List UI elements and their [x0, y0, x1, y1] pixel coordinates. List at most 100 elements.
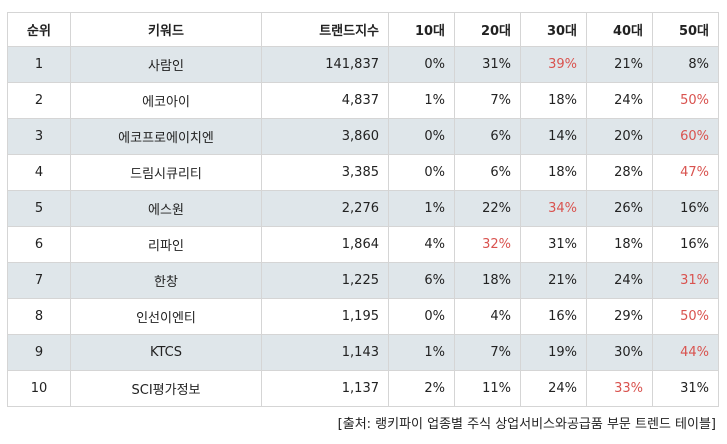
age-20s-cell: 22%	[454, 190, 521, 227]
age-20s-cell: 32%	[454, 226, 521, 263]
trend-index-cell: 1,143	[261, 334, 389, 371]
age-40s-cell: 20%	[586, 118, 653, 155]
keyword-cell: 드림시큐리티	[70, 154, 262, 191]
age-20s-cell: 6%	[454, 118, 521, 155]
rank-cell: 9	[7, 334, 71, 371]
keyword-cell: 에코프로에이치엔	[70, 118, 262, 155]
table-body: 1 사람인 141,837 0% 31% 39% 21% 8% 2 에코아이 4,837 1% 7% 18…	[7, 46, 719, 407]
table-row: 6 리파인 1,864 4% 32% 31% 18% 16%	[7, 226, 719, 263]
rank-cell: 3	[7, 118, 71, 155]
age-50s-cell: 16%	[652, 226, 719, 263]
trend-index-cell: 1,137	[261, 370, 389, 407]
col-header-10s: 10대	[388, 12, 455, 47]
age-20s-cell: 6%	[454, 154, 521, 191]
age-40s-cell: 26%	[586, 190, 653, 227]
age-20s-cell: 18%	[454, 262, 521, 299]
age-20s-cell: 7%	[454, 82, 521, 119]
rank-cell: 8	[7, 298, 71, 335]
age-30s-cell: 18%	[520, 82, 587, 119]
age-50s-cell: 31%	[652, 262, 719, 299]
age-40s-cell: 21%	[586, 46, 653, 83]
col-header-30s: 30대	[520, 12, 587, 47]
trend-index-cell: 2,276	[261, 190, 389, 227]
col-header-20s: 20대	[454, 12, 521, 47]
trend-index-cell: 4,837	[261, 82, 389, 119]
age-10s-cell: 6%	[388, 262, 455, 299]
col-header-trend-index: 트랜드지수	[261, 12, 389, 47]
table-row: 8 인선이엔티 1,195 0% 4% 16% 29% 50%	[7, 298, 719, 335]
age-10s-cell: 2%	[388, 370, 455, 407]
keyword-cell: 한창	[70, 262, 262, 299]
age-30s-cell: 21%	[520, 262, 587, 299]
age-20s-cell: 11%	[454, 370, 521, 407]
rank-cell: 1	[7, 46, 71, 83]
age-30s-cell: 24%	[520, 370, 587, 407]
rank-cell: 2	[7, 82, 71, 119]
age-30s-cell: 39%	[520, 46, 587, 83]
header-row: 순위 키워드 트랜드지수 10대 20대 30대 40대 50대	[7, 12, 719, 47]
age-30s-cell: 16%	[520, 298, 587, 335]
age-50s-cell: 60%	[652, 118, 719, 155]
keyword-cell: 사람인	[70, 46, 262, 83]
age-10s-cell: 0%	[388, 46, 455, 83]
col-header-rank: 순위	[7, 12, 71, 47]
age-20s-cell: 4%	[454, 298, 521, 335]
keyword-cell: KTCS	[70, 334, 262, 371]
rank-cell: 10	[7, 370, 71, 407]
age-50s-cell: 50%	[652, 82, 719, 119]
rank-cell: 7	[7, 262, 71, 299]
age-20s-cell: 7%	[454, 334, 521, 371]
age-30s-cell: 18%	[520, 154, 587, 191]
age-50s-cell: 47%	[652, 154, 719, 191]
age-40s-cell: 24%	[586, 82, 653, 119]
age-50s-cell: 8%	[652, 46, 719, 83]
table-row: 9 KTCS 1,143 1% 7% 19% 30% 44%	[7, 334, 719, 371]
keyword-cell: 인선이엔티	[70, 298, 262, 335]
table-row: 4 드림시큐리티 3,385 0% 6% 18% 28% 47%	[7, 154, 719, 191]
col-header-50s: 50대	[652, 12, 719, 47]
source-caption: [출처: 랭키파이 업종별 주식 상업서비스와공급품 부문 트렌드 테이블]	[337, 417, 716, 432]
table-row: 3 에코프로에이치엔 3,860 0% 6% 14% 20% 60%	[7, 118, 719, 155]
age-10s-cell: 0%	[388, 118, 455, 155]
rank-cell: 6	[7, 226, 71, 263]
age-10s-cell: 1%	[388, 190, 455, 227]
age-50s-cell: 50%	[652, 298, 719, 335]
age-10s-cell: 1%	[388, 334, 455, 371]
age-40s-cell: 30%	[586, 334, 653, 371]
trend-index-cell: 1,195	[261, 298, 389, 335]
age-40s-cell: 18%	[586, 226, 653, 263]
age-10s-cell: 4%	[388, 226, 455, 263]
age-40s-cell: 24%	[586, 262, 653, 299]
age-10s-cell: 1%	[388, 82, 455, 119]
age-50s-cell: 31%	[652, 370, 719, 407]
trend-index-cell: 1,225	[261, 262, 389, 299]
keyword-cell: 에스원	[70, 190, 262, 227]
age-50s-cell: 44%	[652, 334, 719, 371]
trend-index-cell: 141,837	[261, 46, 389, 83]
col-header-keyword: 키워드	[70, 12, 262, 47]
table-row: 2 에코아이 4,837 1% 7% 18% 24% 50%	[7, 82, 719, 119]
age-50s-cell: 16%	[652, 190, 719, 227]
keyword-cell: 리파인	[70, 226, 262, 263]
age-40s-cell: 33%	[586, 370, 653, 407]
table-row: 5 에스원 2,276 1% 22% 34% 26% 16%	[7, 190, 719, 227]
trend-index-cell: 1,864	[261, 226, 389, 263]
rank-cell: 4	[7, 154, 71, 191]
trend-table: 순위 키워드 트랜드지수 10대 20대 30대 40대 50대 1 사람인 141…	[7, 12, 719, 407]
trend-index-cell: 3,860	[261, 118, 389, 155]
age-30s-cell: 31%	[520, 226, 587, 263]
age-30s-cell: 34%	[520, 190, 587, 227]
keyword-cell: 에코아이	[70, 82, 262, 119]
age-30s-cell: 19%	[520, 334, 587, 371]
table-row: 10 SCI평가정보 1,137 2% 11% 24% 33% 31%	[7, 370, 719, 407]
table-row: 1 사람인 141,837 0% 31% 39% 21% 8%	[7, 46, 719, 83]
rank-cell: 5	[7, 190, 71, 227]
age-10s-cell: 0%	[388, 298, 455, 335]
keyword-cell: SCI평가정보	[70, 370, 262, 407]
age-40s-cell: 29%	[586, 298, 653, 335]
age-10s-cell: 0%	[388, 154, 455, 191]
age-40s-cell: 28%	[586, 154, 653, 191]
trend-index-cell: 3,385	[261, 154, 389, 191]
age-20s-cell: 31%	[454, 46, 521, 83]
table-row: 7 한창 1,225 6% 18% 21% 24% 31%	[7, 262, 719, 299]
